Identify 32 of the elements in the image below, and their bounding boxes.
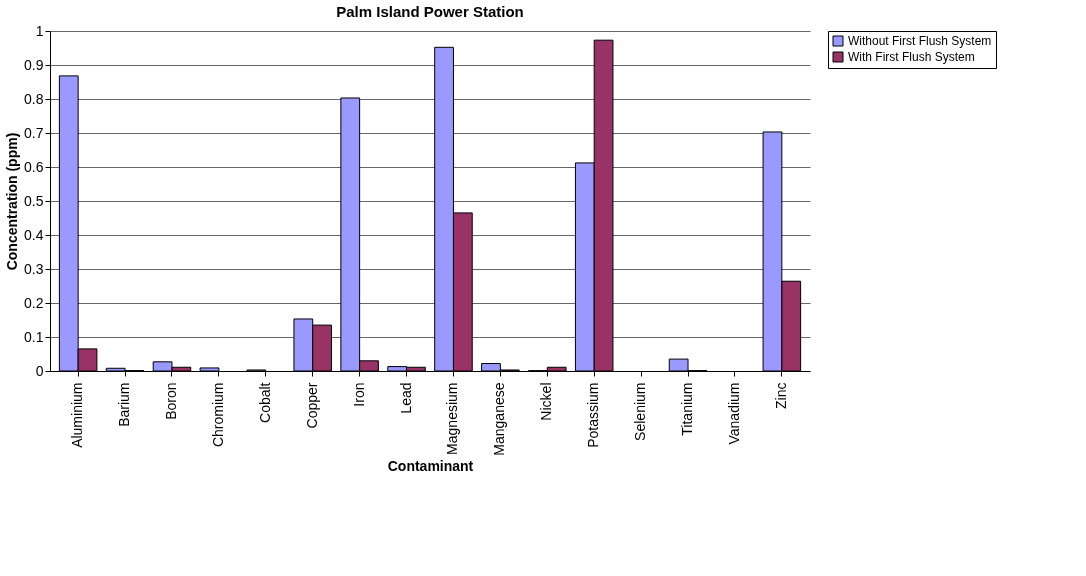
x-tick-label: Zinc: [772, 382, 789, 409]
x-tick-label: Selenium: [632, 382, 649, 441]
x-tick-label: Aluminium: [69, 382, 86, 448]
legend-label: With First Flush System: [848, 50, 975, 64]
x-axis-title: Contaminant: [387, 457, 474, 474]
y-tick-label: 0.2: [24, 294, 44, 311]
x-tick-label: Iron: [350, 382, 367, 407]
x-tick-label: Potassium: [585, 382, 602, 448]
y-axis-title: Concentration (ppm): [4, 132, 21, 271]
y-tick-label: 0.4: [24, 226, 44, 243]
y-tick-label: 0.8: [24, 90, 44, 107]
y-tick-label: 1: [35, 22, 44, 39]
y-tick-label: 0.1: [24, 328, 44, 345]
y-tick-label: 0.6: [24, 158, 44, 175]
x-tick-label: Nickel: [538, 382, 555, 421]
x-tick-label: Barium: [116, 382, 133, 427]
chart-title: Palm Island Power Station: [336, 3, 524, 20]
x-tick-label: Manganese: [491, 382, 508, 456]
x-tick-label: Boron: [162, 382, 179, 420]
x-tick-label: Vanadium: [725, 382, 742, 445]
legend-label: Without First Flush System: [848, 34, 992, 48]
x-tick-label: Magnesium: [444, 382, 461, 455]
y-tick-label: 0.7: [24, 124, 44, 141]
x-tick-label: Lead: [397, 382, 414, 414]
y-tick-label: 0: [35, 362, 44, 379]
x-tick-label: Chromium: [209, 382, 226, 448]
y-tick-label: 0.9: [24, 56, 44, 73]
x-tick-label: Titanium: [679, 382, 696, 436]
y-tick-label: 0.5: [24, 192, 44, 209]
y-tick-label: 0.3: [24, 260, 44, 277]
x-tick-label: Cobalt: [256, 382, 273, 423]
x-tick-label: Copper: [303, 382, 320, 429]
